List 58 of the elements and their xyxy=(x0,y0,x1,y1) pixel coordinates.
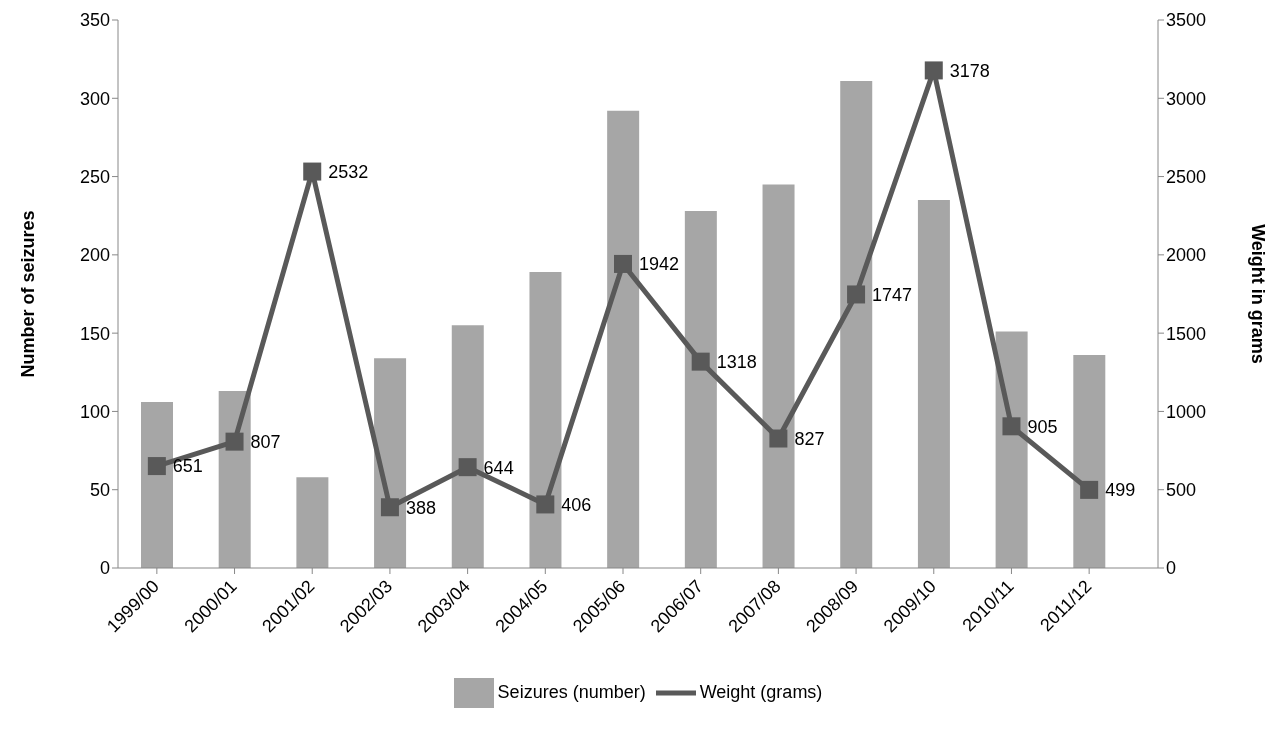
y2-axis-title: Weight in grams xyxy=(1247,224,1268,364)
point xyxy=(147,457,166,476)
y-tick-label: 350 xyxy=(79,10,110,31)
y-tick-label: 50 xyxy=(89,480,110,501)
bar xyxy=(296,477,329,568)
data-label: 2532 xyxy=(328,161,369,182)
data-label: 1318 xyxy=(716,352,757,373)
y-tick-label: 100 xyxy=(79,401,110,422)
y-tick-label: 150 xyxy=(79,323,110,344)
point xyxy=(614,254,632,273)
point xyxy=(924,61,943,80)
y-axis-title: Number of seizures xyxy=(18,210,39,378)
data-label: 1942 xyxy=(639,254,680,275)
y-tick-label: 250 xyxy=(79,166,110,187)
data-label: 406 xyxy=(561,494,592,515)
data-label: 499 xyxy=(1105,480,1136,501)
y2-tick-label: 1000 xyxy=(1166,401,1207,422)
point xyxy=(380,498,399,517)
y-tick-label: 0 xyxy=(99,558,110,579)
bar xyxy=(607,110,640,568)
bar xyxy=(374,358,407,568)
bar xyxy=(840,81,873,568)
point xyxy=(303,162,322,181)
y2-tick-label: 2500 xyxy=(1166,166,1207,187)
data-label: 651 xyxy=(172,456,203,477)
point xyxy=(847,285,866,304)
y2-tick-label: 3000 xyxy=(1166,88,1207,109)
bar xyxy=(684,211,717,568)
bar xyxy=(1073,355,1106,568)
y2-tick-label: 1500 xyxy=(1166,323,1207,344)
y2-tick-label: 3500 xyxy=(1166,10,1207,31)
point xyxy=(225,432,244,451)
point xyxy=(536,495,555,514)
y2-tick-label: 0 xyxy=(1166,558,1177,579)
bar xyxy=(917,200,950,568)
bar xyxy=(995,331,1028,568)
y2-tick-label: 500 xyxy=(1166,480,1197,501)
data-label: 644 xyxy=(483,457,514,478)
bar xyxy=(762,184,795,568)
point xyxy=(769,429,788,448)
y2-tick-label: 2000 xyxy=(1166,245,1207,266)
y-tick-label: 300 xyxy=(79,88,110,109)
point xyxy=(458,458,477,477)
point xyxy=(691,352,710,371)
data-label: 905 xyxy=(1027,416,1058,437)
data-label: 3178 xyxy=(949,60,990,81)
bar xyxy=(529,272,562,568)
y-tick-label: 200 xyxy=(79,245,110,266)
point xyxy=(1002,417,1021,436)
bar xyxy=(141,402,173,568)
data-label: 807 xyxy=(250,432,281,453)
legend-label: Weight (grams) xyxy=(699,681,823,702)
data-label: 827 xyxy=(794,428,825,449)
legend-label: Seizures (number) xyxy=(497,681,646,702)
point xyxy=(1080,480,1099,499)
data-label: 1747 xyxy=(872,284,913,305)
bar xyxy=(451,325,484,568)
data-label: 388 xyxy=(405,497,436,518)
